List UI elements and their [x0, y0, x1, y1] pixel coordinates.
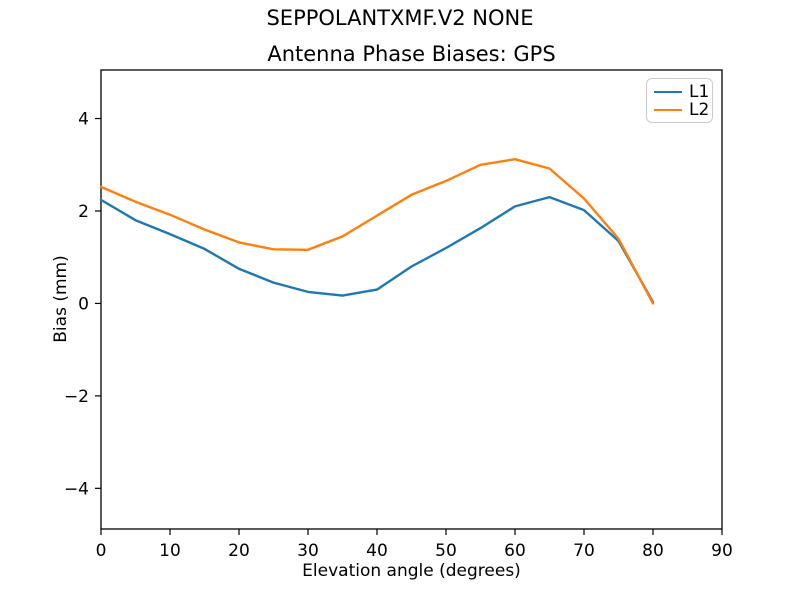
y-tick-label: −2 [64, 387, 89, 407]
x-tick-label: 90 [711, 541, 733, 561]
l1-line [99, 195, 655, 304]
y-tick-label: −4 [64, 479, 89, 499]
l1-line-swatch [654, 91, 682, 93]
x-tick-label: 40 [366, 541, 388, 561]
x-tick-label: 80 [642, 541, 664, 561]
legend-label-l1: L1 [689, 82, 710, 102]
axes-spines [100, 69, 723, 530]
x-tick-label: 70 [573, 541, 595, 561]
x-axis-label: Elevation angle (degrees) [302, 561, 521, 581]
y-tick-label: 0 [78, 294, 89, 314]
legend-item-l2: L2 [654, 101, 712, 119]
x-tick-label: 60 [504, 541, 526, 561]
y-tick-label: 2 [78, 202, 89, 222]
legend-label-l2: L2 [689, 100, 710, 120]
x-tick-label: 10 [159, 541, 181, 561]
axes-title: Antenna Phase Biases: GPS [267, 42, 556, 66]
l2-line-swatch [654, 109, 682, 111]
y-tick-label: 4 [78, 110, 89, 130]
x-tick-label: 50 [435, 541, 457, 561]
figure-title: SEPPOLANTXMF.V2 NONE [266, 6, 534, 30]
x-tick-label: 30 [297, 541, 319, 561]
x-tick-label: 0 [96, 541, 107, 561]
l2-line [99, 157, 655, 305]
legend-item-l1: L1 [654, 83, 712, 101]
x-tick-label: 20 [228, 541, 250, 561]
legend: L1 L2 [646, 78, 713, 123]
